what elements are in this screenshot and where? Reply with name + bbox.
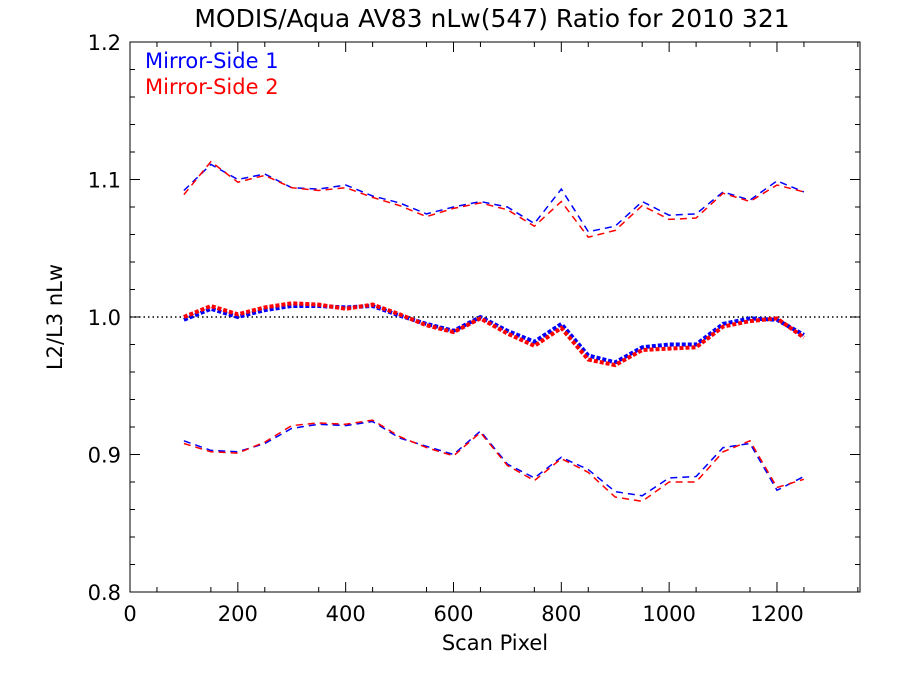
tick-label-group: 0 200 400 600 800 1000 1200 0.8 0.9 1.0 1.1 1.2 [88,31,804,626]
legend-entry-mirror-side-1: Mirror-Side 1 [145,49,279,73]
y-tick-label: 0.8 [88,581,121,605]
x-tick-label: 400 [326,602,366,626]
y-tick-label: 1.1 [88,169,121,193]
data-series-group [183,160,806,503]
y-axis-label: L2/L3 nLw [43,264,67,370]
series-line-mirror-side-1-mean [183,303,805,365]
series-line-mirror-side-2-mean [183,301,806,368]
chart-title: MODIS/Aqua AV83 nLw(547) Ratio for 2010 … [194,4,789,33]
series-line-mirror-side-1-lower [183,420,805,497]
y-tick-label: 1.2 [88,31,121,55]
series-line-mirror-side-2-lower [183,419,805,503]
x-tick-label: 600 [433,602,473,626]
x-tick-label: 1200 [750,602,803,626]
axis-ticks [129,41,860,593]
y-tick-label: 0.9 [88,444,121,468]
x-tick-label: 800 [541,602,581,626]
x-tick-label: 0 [123,602,136,626]
y-tick-label: 1.0 [88,306,121,330]
series-line-mirror-side-1-upper [183,163,805,233]
series-line-mirror-side-2-upper [183,160,805,239]
x-axis-label: Scan Pixel [442,631,548,655]
legend-entry-mirror-side-2: Mirror-Side 2 [145,75,279,99]
x-tick-label: 1000 [642,602,695,626]
x-tick-label: 200 [218,602,258,626]
